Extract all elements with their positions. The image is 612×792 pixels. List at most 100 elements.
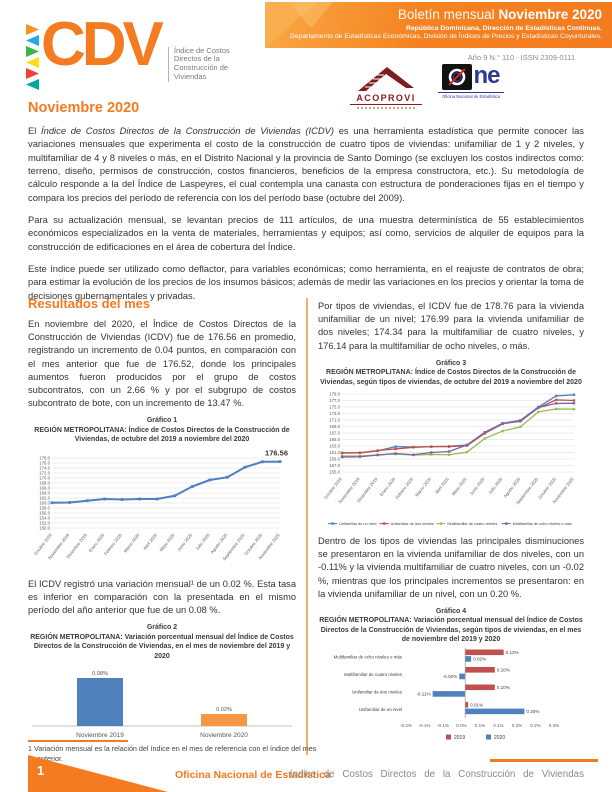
intro-paragraph-1: El Índice de Costos Directos de la Const… [28,124,584,204]
svg-text:160.0: 160.0 [39,500,50,505]
svg-text:0.20%: 0.20% [526,709,539,714]
svg-text:Agosto 2020: Agosto 2020 [502,476,521,499]
chart4-hbar-chart: Multifamiliar de ocho niveles o más 0.13%… [334,647,559,741]
svg-text:165.0: 165.0 [329,437,340,442]
svg-text:Enero 2020: Enero 2020 [88,532,106,553]
footer-institution: Oficina Nacional de Estadística [175,769,331,781]
chart1-caption: Gráfico 1 [146,417,178,425]
svg-text:0.08%: 0.08% [92,671,108,677]
svg-text:-0.2%: -0.2% [400,723,412,728]
svg-text:Abril 2020: Abril 2020 [434,476,450,495]
svg-text:Febrero 2020: Febrero 2020 [394,476,414,500]
footnote: 1 Variación mensual es la relación del í… [28,744,317,763]
svg-text:0.02%: 0.02% [216,707,232,713]
icdv-wordmark: CDV [41,10,164,79]
section-heading-month: Noviembre 2020 [28,100,140,116]
svg-text:162.0: 162.0 [39,495,50,500]
svg-text:172.0: 172.0 [39,470,50,475]
chart4-caption: Gráfico 4 [435,608,467,615]
svg-text:Julio 2020: Julio 2020 [195,532,211,551]
header-banner: Boletín mensual Noviembre 2020 República… [265,2,612,48]
svg-text:155.0: 155.0 [329,470,340,475]
svg-text:Multifamiliar de ocho niveles: Multifamiliar de ocho niveles o más [513,522,572,526]
svg-text:171.0: 171.0 [329,418,340,423]
svg-text:Agosto 2020: Agosto 2020 [209,532,228,555]
chart4-heading: Gráfico 4 REGIÓN METROPOLITANA: Variació… [318,607,584,645]
one-o-slash-icon [448,68,467,86]
one-logo: ne Oficina Nacional de Estadística [438,64,504,99]
chart3-title: REGIÓN METROPLITANA: Índice de Costos Di… [320,369,582,386]
tagline-line: Viviendas [173,72,207,82]
column-divider [306,298,308,755]
icdv-logo: CDV Índice de Costos Directos de la Cons… [26,12,230,90]
banner-title: Boletín mensual Noviembre 2020 [265,7,602,22]
svg-text:158.0: 158.0 [39,505,50,510]
chart2-title: REGIÓN METROPOLITANA: Variación porcentu… [30,633,294,660]
svg-text:-0.1%: -0.1% [418,723,430,728]
svg-text:Multifamiliar de cuatro nivele: Multifamiliar de cuatro niveles [447,522,497,526]
svg-text:Mayo 2020: Mayo 2020 [451,476,468,496]
footnote-divider [28,740,128,742]
svg-text:Unifamiliar de dos niveles: Unifamiliar de dos niveles [391,522,434,526]
svg-text:175.0: 175.0 [329,405,340,410]
svg-text:173.0: 173.0 [329,411,340,416]
svg-text:156.0: 156.0 [39,510,50,515]
svg-text:177.0: 177.0 [329,398,340,403]
one-logo-row: ne [438,64,504,90]
svg-text:0.13%: 0.13% [506,650,519,655]
banner-subtitle-1: República Dominicana, Dirección de Estad… [405,24,602,32]
svg-text:Multifamiliar de ocho niveles: Multifamiliar de ocho niveles o más [334,654,403,659]
p1-rest: es una herramienta estadística que permi… [28,125,584,203]
left-paragraph-2: El ICDV registró una variación mensual¹ … [28,578,296,615]
page-number: 1 [37,763,45,778]
triangle-icon [26,46,39,57]
svg-text:169.0: 169.0 [329,424,340,429]
svg-text:Junio 2020: Junio 2020 [469,476,486,496]
svg-text:166.0: 166.0 [39,485,50,490]
one-caption: Oficina Nacional de Estadística [438,91,504,99]
svg-text:Julio 2020: Julio 2020 [487,476,503,495]
left-column: Resultados del mes En noviembre del 2020… [28,296,296,750]
svg-text:Abril 2020: Abril 2020 [142,532,158,551]
chart2-bar-chart: 0.08% Noviembre 2019 0.02% Noviembre 2020 [32,671,292,739]
triangle-icon [26,57,39,68]
chart1-title: REGIÓN METROPOLITANA: Índice de Costos D… [34,426,290,444]
svg-text:167.0: 167.0 [329,431,340,436]
svg-text:176.0: 176.0 [39,460,50,465]
svg-text:0.10%: 0.10% [497,685,510,690]
right-column: Por tipos de viviendas, el ICDV fue de 1… [318,300,584,748]
chart1-line-chart: 178.0176.0174.0172.0170.0168.0166.0164.0… [33,448,288,561]
svg-text:Unifamiliar de un nivel: Unifamiliar de un nivel [359,707,402,712]
svg-text:170.0: 170.0 [39,475,50,480]
svg-text:163.0: 163.0 [329,444,340,449]
banner-title-bold: Noviembre 2020 [498,7,602,22]
svg-text:179.0: 179.0 [329,392,340,397]
triangle-icon [26,79,39,90]
svg-text:0.1%: 0.1% [493,723,503,728]
banner-title-light: Boletín mensual [397,7,499,22]
footer-document-title: índice de Costos Directos de la Construc… [289,769,584,780]
svg-text:154.0: 154.0 [39,515,50,520]
svg-text:Febrero 2020: Febrero 2020 [103,532,123,556]
svg-text:-0.02%: -0.02% [443,674,458,679]
chart2-heading: Gráfico 2 REGIÓN METROPOLITANA: Variació… [28,623,296,661]
svg-text:Enero 2020: Enero 2020 [379,476,397,497]
one-wordmark: ne [473,62,500,89]
banner-subtitle-2: Departamento de Estadísticas Económicas,… [289,32,602,40]
intro-paragraph-3: Este índice puede ser utilizado como def… [28,263,584,301]
icdv-logo-triangle-strip-icon [26,24,39,90]
svg-text:Unifamiliar de un nivel: Unifamiliar de un nivel [339,522,377,526]
svg-text:150.0: 150.0 [39,525,50,530]
svg-text:159.0: 159.0 [329,457,340,462]
triangle-icon [26,24,39,35]
svg-text:0.3%: 0.3% [549,723,559,728]
acoprovi-name: ACOPROVI [350,93,422,105]
footer-right-divider [490,759,598,762]
results-heading: Resultados del mes [28,296,151,311]
svg-text:161.0: 161.0 [329,450,340,455]
chart4-title: REGIÓN METROPOLITANA: Variación porcentu… [319,617,583,644]
svg-text:Mayo 2020: Mayo 2020 [159,532,176,552]
tagline-line: Construcción de [173,63,229,73]
svg-text:152.0: 152.0 [39,520,50,525]
